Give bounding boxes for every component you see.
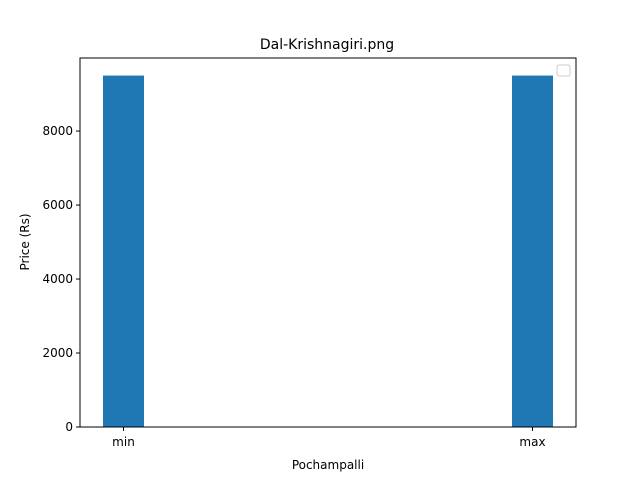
y-ticks-layer: 0 2000 4000 6000 8000: [42, 124, 80, 434]
chart-title: Dal-Krishnagiri.png: [260, 37, 394, 53]
y-axis-label: Price (Rs): [18, 213, 32, 270]
plot-area-frame: [79, 57, 577, 428]
bars-layer: [103, 75, 553, 428]
y-tick-label: 8000: [42, 124, 73, 138]
y-tick-label: 4000: [42, 272, 73, 286]
x-ticks-layer: min max: [112, 427, 546, 449]
x-tick-label-min: min: [112, 435, 135, 449]
y-tick-label: 0: [65, 420, 73, 434]
x-axis-label: Pochampalli: [292, 458, 364, 472]
legend-box: [556, 64, 571, 77]
x-tick-label-max: max: [519, 435, 545, 449]
y-tick-label: 6000: [42, 198, 73, 212]
bar-min: [103, 75, 144, 428]
y-tick-label: 2000: [42, 346, 73, 360]
bar-max: [512, 75, 553, 428]
